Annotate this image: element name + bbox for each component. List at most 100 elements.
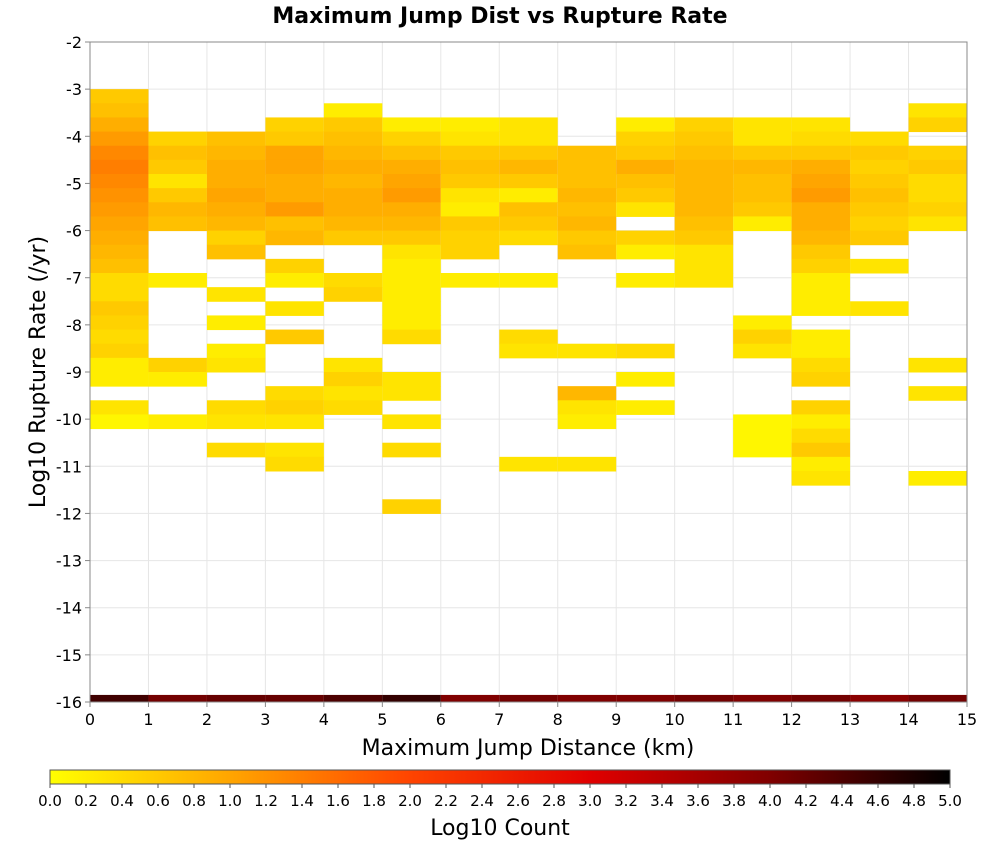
heatmap-cell <box>674 202 734 217</box>
heatmap-cell <box>265 273 324 288</box>
heatmap-cell <box>90 159 149 175</box>
y-tick-label: -8 <box>66 316 82 335</box>
colorbar-tick-label: 1.2 <box>254 792 278 810</box>
heatmap-cell <box>265 159 324 175</box>
heatmap-cell <box>323 131 383 147</box>
heatmap-cell <box>265 145 324 161</box>
heatmap-cell <box>148 188 207 203</box>
heatmap-cell <box>733 202 792 217</box>
heatmap-cell <box>382 301 441 316</box>
heatmap-cell <box>323 273 383 288</box>
y-tick-label: -6 <box>66 222 82 241</box>
heatmap-cell <box>733 145 792 161</box>
heatmap-cell <box>616 372 675 387</box>
heatmap-cell <box>499 343 558 359</box>
heatmap-cell <box>557 174 617 189</box>
heatmap-cell-bottom <box>265 694 324 702</box>
heatmap-cell <box>733 174 792 189</box>
heatmap-cell <box>850 216 909 232</box>
heatmap-cell <box>791 357 851 373</box>
heatmap-cell <box>674 145 734 161</box>
x-tick-label: 9 <box>611 710 621 729</box>
colorbar-tick-label: 0.4 <box>110 792 134 810</box>
x-tick-label: 6 <box>436 710 446 729</box>
heatmap-cell <box>265 202 324 217</box>
heatmap-cell <box>382 202 441 217</box>
heatmap-cell <box>382 386 441 401</box>
heatmap-cell <box>499 216 558 232</box>
heatmap-cell <box>206 131 266 147</box>
heatmap-cell <box>440 216 500 232</box>
heatmap-cell <box>90 315 149 331</box>
x-tick-label: 13 <box>840 710 860 729</box>
heatmap-cell <box>674 131 734 147</box>
heatmap-cell <box>791 414 851 430</box>
heatmap-cell-bottom <box>440 694 500 702</box>
heatmap-cell <box>382 230 441 246</box>
colorbar-tick-label: 2.8 <box>542 792 566 810</box>
heatmap-cell <box>791 456 851 472</box>
y-tick-label: -4 <box>66 127 82 146</box>
x-tick-label: 5 <box>377 710 387 729</box>
colorbar-tick-label: 4.0 <box>758 792 782 810</box>
heatmap-cell <box>323 386 383 401</box>
heatmap-cell-bottom <box>499 694 558 702</box>
heatmap-cell <box>382 315 441 331</box>
heatmap-cell <box>850 131 909 147</box>
heatmap-cell <box>206 357 266 373</box>
heatmap-cell <box>791 188 851 203</box>
y-tick-label: -14 <box>56 599 82 618</box>
heatmap-cell <box>733 315 792 331</box>
colorbar-label: Log10 Count <box>430 816 570 841</box>
heatmap-cell <box>557 400 617 415</box>
heatmap-cell-bottom <box>674 694 734 702</box>
heatmap-cell-bottom <box>382 694 441 702</box>
colorbar-tick-label: 3.2 <box>614 792 638 810</box>
y-tick-label: -11 <box>56 457 82 476</box>
heatmap-cell <box>206 244 266 260</box>
heatmap-cell <box>499 117 558 133</box>
heatmap-cell <box>265 131 324 147</box>
heatmap-cell <box>733 216 792 232</box>
heatmap-cell <box>557 414 617 430</box>
heatmap-cell <box>499 456 558 472</box>
heatmap-cell <box>265 301 324 316</box>
heatmap-cell <box>499 230 558 246</box>
heatmap-cell <box>557 343 617 359</box>
heatmap-cell <box>265 400 324 415</box>
heatmap-cell <box>382 159 441 175</box>
heatmap-cell <box>791 174 851 189</box>
heatmap-cell <box>382 499 441 514</box>
colorbar-tick-label: 5.0 <box>938 792 962 810</box>
heatmap-cell <box>499 131 558 147</box>
heatmap-cell <box>791 442 851 458</box>
colorbar-tick-label: 1.8 <box>362 792 386 810</box>
y-tick-label: -7 <box>66 269 82 288</box>
heatmap-cell <box>206 343 266 359</box>
x-tick-label: 2 <box>202 710 212 729</box>
heatmap-cell <box>440 159 500 175</box>
heatmap-cell <box>323 145 383 161</box>
heatmap-cell <box>908 202 967 217</box>
heatmap-cell <box>382 442 441 458</box>
heatmap-cell <box>90 188 149 203</box>
heatmap-cell <box>206 287 266 302</box>
heatmap-cell <box>908 471 967 486</box>
heatmap-cell <box>557 244 617 260</box>
heatmap-cell <box>674 216 734 232</box>
heatmap-cell <box>674 159 734 175</box>
x-tick-label: 7 <box>494 710 504 729</box>
x-tick-label: 10 <box>664 710 684 729</box>
heatmap-cell <box>733 117 792 133</box>
heatmap-cell <box>733 414 792 430</box>
heatmap-cells <box>90 89 967 702</box>
heatmap-cell-bottom <box>733 694 792 702</box>
heatmap-cell <box>791 301 851 316</box>
heatmap-cell <box>616 145 675 161</box>
heatmap-cell <box>90 103 149 118</box>
y-tick-label: -16 <box>56 693 82 712</box>
heatmap-cell <box>206 145 266 161</box>
heatmap-cell <box>616 188 675 203</box>
heatmap-cell <box>499 329 558 345</box>
heatmap-cell <box>265 230 324 246</box>
